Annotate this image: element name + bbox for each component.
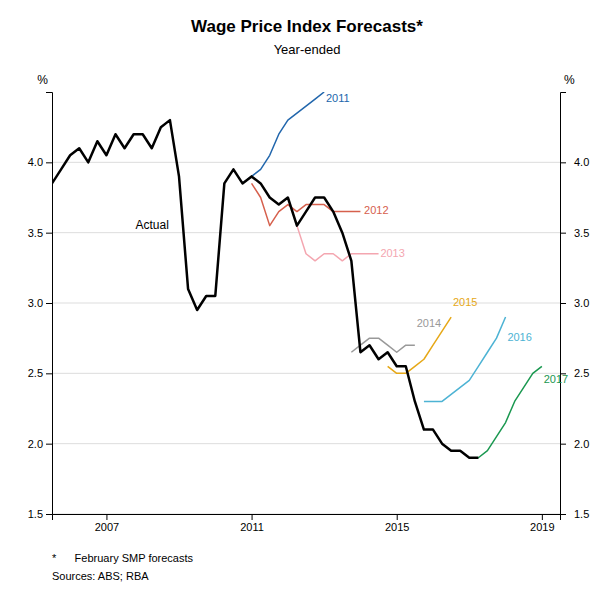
footnote: * February SMP forecasts	[52, 552, 194, 564]
tick: 2.0	[560, 438, 589, 450]
tick-label: 4.0	[28, 156, 43, 168]
grid	[52, 162, 560, 514]
tick-label: 2007	[95, 521, 119, 533]
series-line	[252, 183, 361, 225]
series-label: 2012	[364, 204, 388, 216]
axis-line	[46, 93, 53, 515]
tick: 3.5	[28, 227, 52, 239]
tick-mark	[46, 233, 52, 234]
grid-line	[52, 443, 560, 444]
tick-label: 2011	[240, 521, 264, 533]
tick-mark	[542, 514, 543, 520]
tick: 2019	[530, 514, 554, 533]
tick: 4.0	[28, 156, 52, 168]
series-label: 2013	[380, 247, 404, 259]
tick-label: 3.5	[574, 227, 589, 239]
series-label: 2014	[417, 317, 441, 329]
tick: 3.0	[28, 297, 52, 309]
series-line	[52, 120, 478, 458]
grid-line	[52, 232, 560, 233]
tick-mark	[560, 444, 566, 445]
tick-label: 2.5	[28, 367, 43, 379]
tick-mark	[560, 162, 566, 163]
tick-label: 4.0	[574, 156, 589, 168]
grid-line	[52, 373, 560, 374]
tick-label: 2.0	[574, 438, 589, 450]
grid-line	[52, 303, 560, 304]
x-axis: 2007 2011 2015 2019	[53, 514, 561, 533]
tick: 2007	[95, 514, 119, 533]
tick: 2015	[385, 514, 409, 533]
tick-mark	[46, 303, 52, 304]
tick-mark	[106, 514, 107, 520]
tick-label: 2.0	[28, 438, 43, 450]
tick-label: 2.5	[574, 367, 589, 379]
grid-line	[52, 162, 560, 163]
tick-mark	[46, 373, 52, 374]
series-label: 2017	[544, 373, 568, 385]
series-line	[424, 317, 506, 401]
tick-label: 2019	[530, 521, 554, 533]
tick-mark	[46, 444, 52, 445]
title: Wage Price Index Forecasts*	[191, 17, 423, 36]
y-axis-label: %	[37, 73, 48, 87]
tick-mark	[46, 514, 52, 515]
tick-label: 3.5	[28, 227, 43, 239]
y2-axis-label: %	[564, 73, 575, 87]
tick-mark	[560, 303, 566, 304]
series-label: Actual	[135, 218, 168, 232]
series-label: 2015	[453, 296, 477, 308]
tick-label: 1.5	[28, 508, 43, 520]
footnotes: * February SMP forecasts Sources: ABS; RB…	[52, 552, 194, 582]
series-line	[469, 366, 542, 457]
tick-label: 2015	[385, 521, 409, 533]
tick: 2.0	[28, 438, 52, 450]
y-axis: 1.5 2.0 2.5 3.0 3.5 4.0	[28, 93, 53, 521]
tick-label: 3.0	[574, 297, 589, 309]
tick-mark	[397, 514, 398, 520]
tick-label: 1.5	[574, 508, 589, 520]
chart: Wage Price Index Forecasts* Year-ended 200…	[0, 0, 614, 614]
tick: 1.5	[560, 508, 589, 520]
tick: 1.5	[28, 508, 52, 520]
axis-line	[53, 515, 561, 521]
subtitle: Year-ended	[274, 42, 341, 57]
tick-mark	[252, 514, 253, 520]
y2-axis: 1.5 2.0 2.5 3.0 3.5 4.0	[560, 93, 589, 521]
series-labels: Actual 2011 2012 2013 2014 2015 2016 2017	[135, 92, 568, 385]
tick: 2.5	[28, 367, 52, 379]
series-label: 2011	[326, 92, 350, 104]
tick: 3.5	[560, 227, 589, 239]
series-label: 2016	[507, 331, 531, 343]
tick-mark	[560, 514, 566, 515]
tick: 2011	[240, 514, 264, 533]
series-line	[243, 92, 325, 183]
tick-mark	[560, 233, 566, 234]
tick: 4.0	[560, 156, 589, 168]
tick: 3.0	[560, 297, 589, 309]
tick-mark	[46, 162, 52, 163]
axis-line	[561, 93, 567, 515]
footnote: Sources: ABS; RBA	[52, 570, 149, 582]
plot-area	[52, 92, 542, 458]
tick-label: 3.0	[28, 297, 43, 309]
